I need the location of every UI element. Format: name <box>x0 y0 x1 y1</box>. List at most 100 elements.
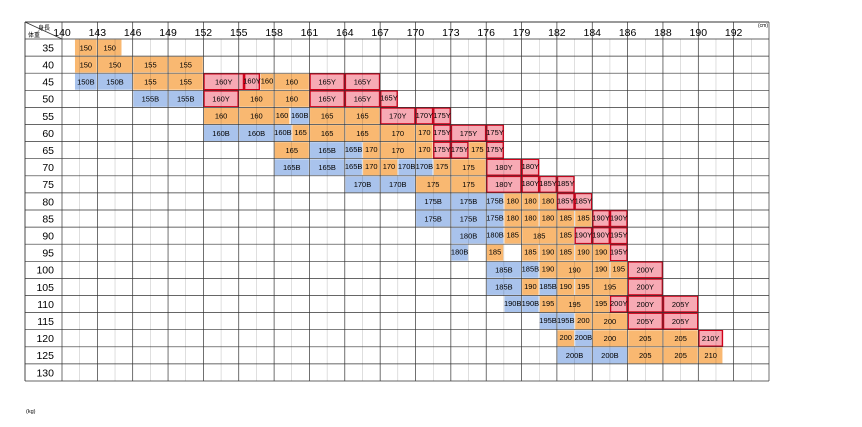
size-cell <box>243 73 261 91</box>
size-cell-label: 165Y <box>354 77 372 86</box>
size-cell <box>260 73 274 90</box>
size-cell-label: 190 <box>568 266 581 275</box>
corner-weight-label: 体重 <box>28 31 40 39</box>
size-cell <box>380 142 415 159</box>
size-cell <box>310 142 345 159</box>
weight-tick-label: 75 <box>42 179 54 191</box>
size-cell-label: 205Y <box>672 317 690 326</box>
size-cell <box>574 226 593 245</box>
size-cell-label: 175Y <box>451 145 469 154</box>
size-cell-label: 200 <box>604 317 617 326</box>
weight-tick-label: 80 <box>42 196 54 208</box>
size-cell <box>398 159 415 176</box>
size-cell <box>97 73 133 90</box>
size-cell <box>433 141 451 159</box>
size-cell <box>203 73 245 91</box>
size-cell-label: 180B <box>460 231 478 240</box>
size-cell <box>557 210 574 227</box>
size-cell <box>290 108 309 124</box>
weight-tick-label: 120 <box>36 333 54 345</box>
size-cell <box>628 347 663 364</box>
size-cell <box>274 90 309 107</box>
weight-tick-label: 50 <box>42 94 54 106</box>
size-cell <box>627 295 664 313</box>
size-cell <box>539 313 557 330</box>
size-cell-label: 170B <box>416 162 434 171</box>
size-cell-label: 190B <box>504 299 522 308</box>
cell-fills <box>74 39 724 364</box>
cell-labels: 150 150 150 150 155 155 150B 150B 155 155 160Y 160Y… <box>77 43 719 360</box>
size-cell-label: 165Y <box>318 95 336 104</box>
size-cell-label: 185 <box>559 248 572 257</box>
size-cell-label: 185 <box>559 213 572 222</box>
size-cell <box>274 159 309 176</box>
size-cell <box>486 141 504 159</box>
size-cell-label: 170 <box>383 162 396 171</box>
size-cell-label: 165B <box>318 163 336 172</box>
size-cell-label: 150B <box>77 77 95 86</box>
size-cell <box>557 261 592 278</box>
size-cell-label: 185 <box>489 248 502 257</box>
size-cell-label: 160B <box>248 129 266 138</box>
size-cell <box>310 125 345 141</box>
size-cell-label: 185 <box>533 231 546 240</box>
size-cell <box>522 244 539 261</box>
size-cell-label: 200Y <box>610 299 628 308</box>
height-tick-label: 149 <box>159 27 177 39</box>
size-cell-label: 195Y <box>610 231 628 240</box>
size-cell-label: 190B <box>522 299 540 308</box>
size-cell <box>592 209 611 228</box>
size-cell <box>627 312 664 330</box>
size-cell-label: 175Y <box>486 145 504 154</box>
size-cell <box>556 175 575 193</box>
size-cell-label: 160 <box>286 77 299 86</box>
size-cell-label: 175B <box>460 214 478 223</box>
size-cell-label: 175B <box>486 196 504 205</box>
size-cell <box>416 159 433 176</box>
size-cell-label: 190 <box>595 265 608 274</box>
size-cell-label: 190 <box>559 282 572 291</box>
size-cell <box>628 330 663 347</box>
size-cell-label: 175B <box>424 197 442 206</box>
size-cell <box>451 176 486 193</box>
size-cell <box>627 278 664 296</box>
size-cell-label: 180Y <box>495 163 513 172</box>
size-cell-label: 195 <box>542 299 555 308</box>
size-cell <box>662 312 699 330</box>
size-cell-label: 160 <box>286 95 299 104</box>
size-cell-label: 150 <box>103 43 116 52</box>
weight-tick-label: 35 <box>42 42 54 54</box>
weight-tick-label: 65 <box>42 145 54 157</box>
size-cell-label: 175 <box>462 180 475 189</box>
size-cell <box>416 125 433 141</box>
size-cell <box>609 244 628 262</box>
height-tick-label: 143 <box>89 27 107 39</box>
row-headers: 35 40 45 50 55 60 65 70 75 80 85 90 95 100 105 110 115 12… <box>36 42 54 379</box>
size-cell <box>504 227 521 244</box>
size-cell <box>363 159 380 176</box>
size-cell <box>557 313 574 330</box>
size-cell-label: 155 <box>179 77 192 86</box>
size-cell-label: 200Y <box>637 283 655 292</box>
size-cell <box>521 158 540 176</box>
height-unit: (cm) <box>758 23 768 29</box>
weight-tick-label: 100 <box>36 265 54 277</box>
size-cell-label: 210Y <box>702 334 720 343</box>
size-cell-label: 205Y <box>672 300 690 309</box>
weight-tick-label: 110 <box>37 299 54 311</box>
size-cell <box>539 193 557 210</box>
size-cell <box>345 176 380 193</box>
size-cell <box>450 141 469 159</box>
size-cell <box>574 192 593 211</box>
size-cell-label: 200 <box>604 334 617 343</box>
height-tick-label: 182 <box>548 27 566 39</box>
weight-tick-label: 95 <box>42 248 54 260</box>
size-cell-label: 165 <box>294 128 307 137</box>
size-cell-label: 180 <box>542 196 555 205</box>
size-cell-label: 210 <box>704 351 717 360</box>
size-cell-label: 165 <box>321 112 334 121</box>
size-cell <box>592 296 610 312</box>
size-cell-label: 160Y <box>243 77 261 86</box>
size-cell-label: 175 <box>436 162 449 171</box>
size-cell <box>627 261 664 279</box>
